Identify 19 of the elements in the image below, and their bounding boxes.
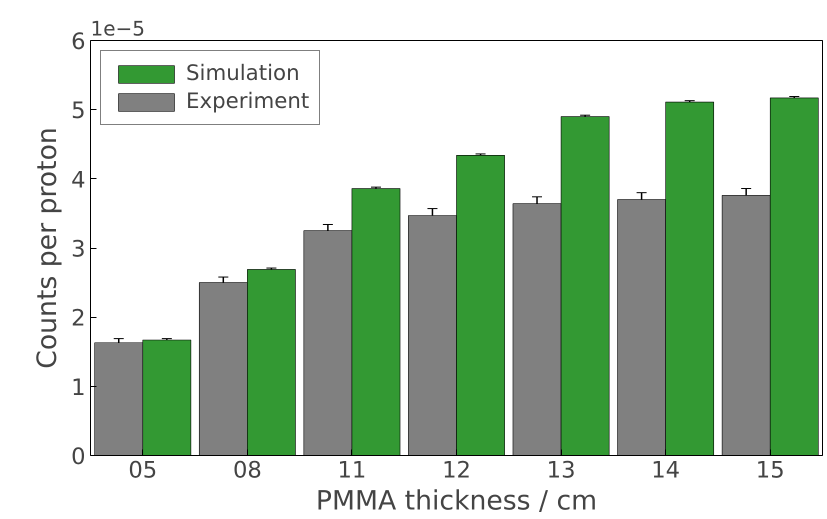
x-tick-label: 05 [128,458,158,484]
x-tick-label: 08 [232,458,262,484]
y-tick-label: 4 [71,167,86,194]
y-tick-label: 2 [71,306,86,332]
y-tick-label: 5 [71,98,86,124]
y-tick-label: 0 [71,444,86,470]
x-tick-label: 15 [756,458,785,484]
annotation: 1e−5 [90,16,146,40]
y-tick-label: 6 [71,29,86,55]
x-axis-title: PMMA thickness / cm [316,486,598,516]
x-tick-label: 13 [546,458,576,484]
legend-label: Simulation [186,61,300,86]
y-tick-label: 1 [71,374,86,401]
x-tick-label: 11 [338,458,366,484]
legend-label: Experiment [186,89,310,114]
y-tick-label: 3 [71,236,86,262]
x-tick-label: 12 [442,458,471,484]
x-tick-label: 14 [651,458,680,484]
y-axis-title: Counts per proton [32,127,64,369]
